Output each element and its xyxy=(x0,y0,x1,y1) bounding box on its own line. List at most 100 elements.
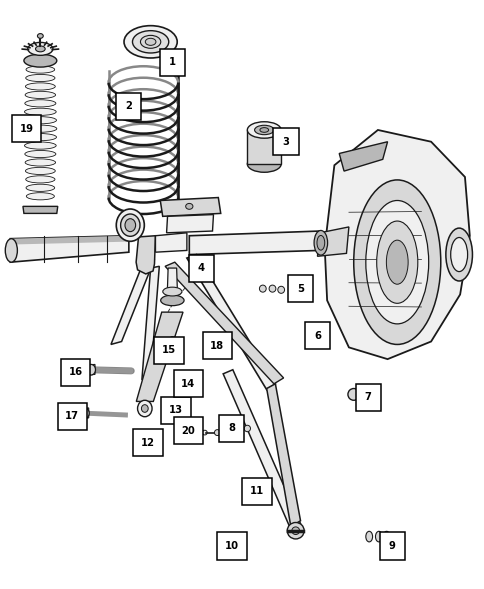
Ellipse shape xyxy=(25,91,56,98)
FancyBboxPatch shape xyxy=(116,93,141,120)
Polygon shape xyxy=(223,370,300,530)
Ellipse shape xyxy=(25,159,56,166)
Polygon shape xyxy=(10,236,129,262)
Ellipse shape xyxy=(386,240,408,284)
Polygon shape xyxy=(23,206,58,213)
Ellipse shape xyxy=(376,221,417,303)
FancyBboxPatch shape xyxy=(159,49,184,76)
FancyBboxPatch shape xyxy=(304,322,329,349)
Ellipse shape xyxy=(314,230,327,255)
Ellipse shape xyxy=(269,285,275,292)
Text: 17: 17 xyxy=(65,411,79,421)
Ellipse shape xyxy=(365,531,372,542)
Ellipse shape xyxy=(145,38,156,45)
Polygon shape xyxy=(160,197,220,216)
Ellipse shape xyxy=(25,150,56,158)
Ellipse shape xyxy=(382,531,389,542)
Polygon shape xyxy=(165,262,283,384)
Ellipse shape xyxy=(218,338,227,348)
Ellipse shape xyxy=(25,83,55,90)
Ellipse shape xyxy=(291,527,299,535)
Ellipse shape xyxy=(140,35,160,48)
FancyBboxPatch shape xyxy=(161,397,191,423)
Polygon shape xyxy=(111,259,154,345)
Ellipse shape xyxy=(168,337,176,346)
Ellipse shape xyxy=(37,34,43,38)
Text: 11: 11 xyxy=(249,487,264,497)
Ellipse shape xyxy=(254,125,273,135)
Ellipse shape xyxy=(209,340,217,349)
Ellipse shape xyxy=(259,128,268,133)
FancyBboxPatch shape xyxy=(242,478,271,505)
Text: 8: 8 xyxy=(228,423,235,434)
FancyBboxPatch shape xyxy=(61,359,90,386)
Ellipse shape xyxy=(202,430,207,435)
Ellipse shape xyxy=(25,142,56,149)
Text: 7: 7 xyxy=(364,392,371,402)
Polygon shape xyxy=(87,365,95,375)
Ellipse shape xyxy=(24,134,56,141)
Ellipse shape xyxy=(224,423,230,430)
Ellipse shape xyxy=(28,42,53,55)
Ellipse shape xyxy=(35,46,45,52)
Text: 6: 6 xyxy=(313,330,320,340)
Text: 1: 1 xyxy=(168,57,176,67)
Ellipse shape xyxy=(247,156,281,172)
Text: 15: 15 xyxy=(162,345,176,355)
FancyBboxPatch shape xyxy=(219,415,244,442)
Ellipse shape xyxy=(259,285,266,292)
Polygon shape xyxy=(189,231,319,254)
Ellipse shape xyxy=(353,180,440,345)
Ellipse shape xyxy=(26,74,55,82)
Polygon shape xyxy=(166,268,177,300)
Polygon shape xyxy=(338,142,387,171)
Text: 2: 2 xyxy=(125,101,132,111)
Ellipse shape xyxy=(124,26,177,58)
Ellipse shape xyxy=(5,239,17,262)
Polygon shape xyxy=(266,384,300,527)
Ellipse shape xyxy=(247,122,281,138)
FancyBboxPatch shape xyxy=(202,332,232,359)
Text: 18: 18 xyxy=(210,340,224,350)
Ellipse shape xyxy=(141,438,149,447)
Text: 5: 5 xyxy=(296,284,303,294)
Ellipse shape xyxy=(163,287,182,296)
Ellipse shape xyxy=(137,401,152,417)
Ellipse shape xyxy=(26,193,54,200)
Ellipse shape xyxy=(80,408,89,419)
Polygon shape xyxy=(136,312,182,402)
Polygon shape xyxy=(142,266,159,380)
FancyBboxPatch shape xyxy=(58,403,87,429)
FancyBboxPatch shape xyxy=(133,429,163,456)
Polygon shape xyxy=(247,130,281,164)
Polygon shape xyxy=(186,254,275,390)
Ellipse shape xyxy=(185,203,193,209)
Text: 20: 20 xyxy=(181,426,195,436)
Text: 19: 19 xyxy=(19,124,33,134)
Polygon shape xyxy=(155,233,186,252)
Text: 14: 14 xyxy=(181,379,195,389)
Ellipse shape xyxy=(125,219,136,231)
Ellipse shape xyxy=(25,100,56,107)
Ellipse shape xyxy=(287,522,303,539)
FancyBboxPatch shape xyxy=(12,115,41,143)
Ellipse shape xyxy=(24,54,57,67)
Ellipse shape xyxy=(26,184,55,191)
FancyBboxPatch shape xyxy=(154,337,183,364)
Ellipse shape xyxy=(26,176,55,183)
Text: 3: 3 xyxy=(282,137,289,147)
Ellipse shape xyxy=(317,236,324,250)
FancyBboxPatch shape xyxy=(287,275,313,302)
Ellipse shape xyxy=(375,531,381,542)
FancyBboxPatch shape xyxy=(355,384,380,411)
Ellipse shape xyxy=(25,108,56,115)
FancyBboxPatch shape xyxy=(217,532,246,560)
Polygon shape xyxy=(317,227,348,256)
FancyBboxPatch shape xyxy=(188,254,213,282)
Text: 4: 4 xyxy=(197,263,205,273)
Ellipse shape xyxy=(24,117,56,124)
Polygon shape xyxy=(10,236,129,244)
Text: 16: 16 xyxy=(68,367,83,377)
Ellipse shape xyxy=(358,391,365,399)
Text: 10: 10 xyxy=(225,541,238,551)
